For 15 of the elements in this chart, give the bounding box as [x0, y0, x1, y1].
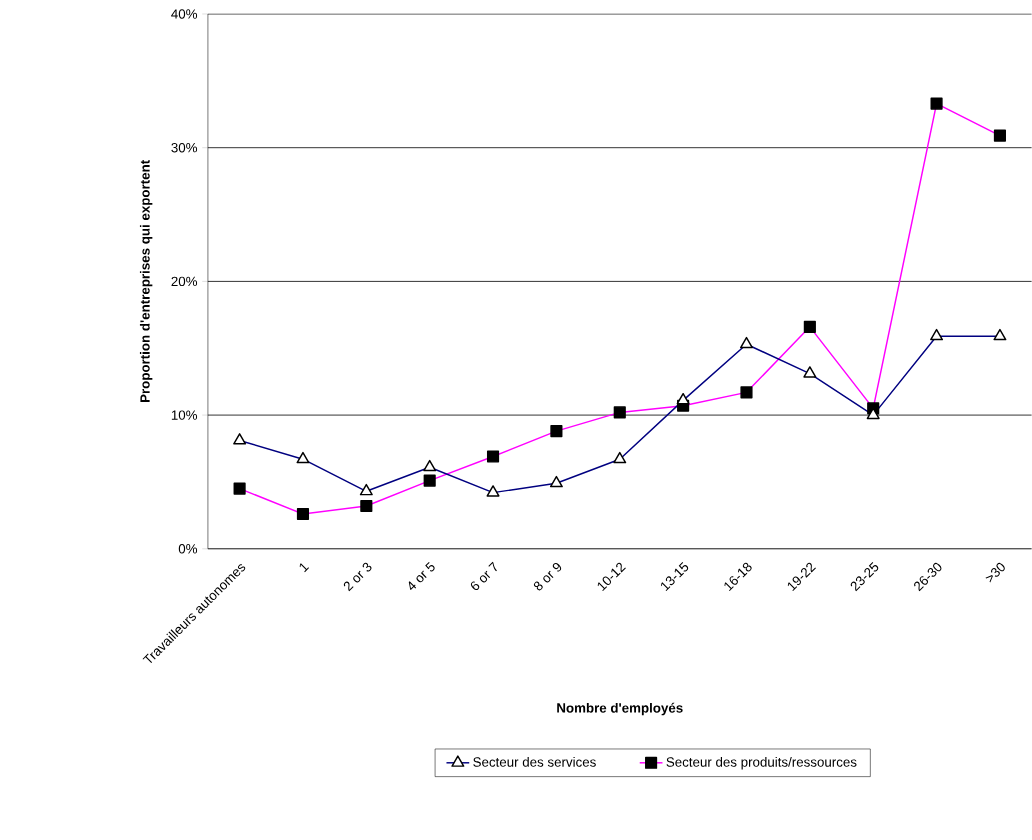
legend-label: Secteur des services	[473, 757, 596, 767]
y-tick-label: 40%	[171, 9, 198, 19]
y-tick-label: 20%	[171, 276, 198, 287]
y-tick-label: 0%	[178, 544, 198, 554]
legend-label: Secteur des produits/ressources	[666, 757, 857, 770]
x-tick-label: 6 or 7	[470, 561, 497, 591]
y-tick-label: 30%	[171, 143, 198, 153]
x-tick-label: >30	[985, 562, 1005, 583]
x-tick-label: 4 or 5	[408, 562, 435, 591]
y-tick-label: 10%	[171, 410, 198, 420]
x-tick-label: 1	[299, 563, 309, 573]
y-axis-title: Proportion d'entreprises qui exportent	[139, 160, 153, 403]
x-axis-title: Nombre d'employés	[557, 702, 683, 716]
x-tick-label: 2 or 3	[343, 562, 372, 592]
x-tick-label: 8 or 9	[533, 563, 562, 591]
